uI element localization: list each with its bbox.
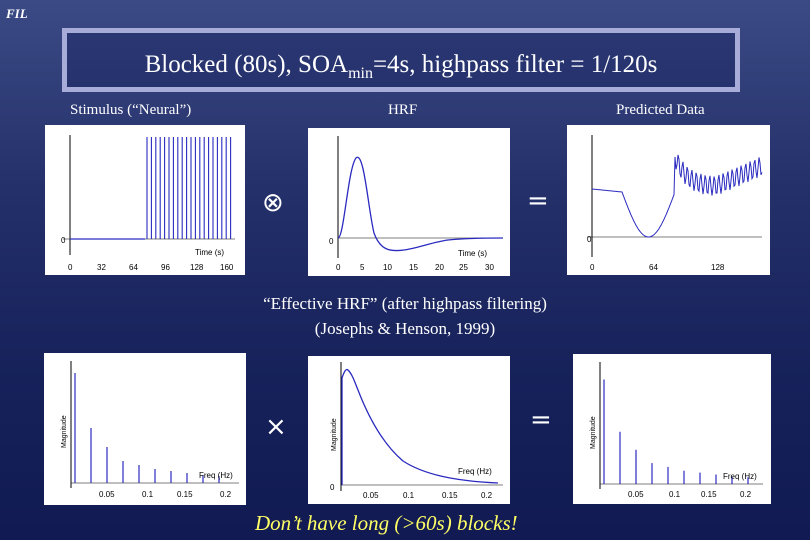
stim-spectrum-xtick: 0.15 <box>177 490 193 499</box>
stimulus-spectrum-plot: Magnitude Freq (Hz) 0.05 0.1 0.15 0.2 <box>44 353 246 505</box>
hrf-xtick: 30 <box>485 263 494 272</box>
stimulus-xlabel: Time (s) <box>195 248 224 257</box>
hrf-ytick: 0 <box>329 237 334 246</box>
predicted-ytick: 0 <box>587 235 592 244</box>
predicted-xtick: 128 <box>711 263 725 272</box>
convolve-operator: ⊗ <box>262 188 284 218</box>
hrf-xtick: 15 <box>409 263 418 272</box>
stimulus-xtick: 32 <box>97 263 106 272</box>
hrf-spectrum-ytick: 0 <box>330 483 335 492</box>
stimulus-plot: 0 Time (s) 0 32 64 96 128 160 <box>45 125 245 275</box>
predicted-label: Predicted Data <box>616 102 705 118</box>
pred-spectrum-xtick: 0.05 <box>628 490 644 499</box>
hrf-spectrum-xtick: 0.2 <box>481 491 493 500</box>
times-operator: × <box>265 412 287 442</box>
hrf-xtick: 25 <box>459 263 468 272</box>
hrf-xtick: 10 <box>383 263 392 272</box>
title-frame <box>62 28 740 92</box>
predicted-xtick: 0 <box>590 263 595 272</box>
stim-spectrum-xtick: 0.1 <box>142 490 154 499</box>
stimulus-xtick: 128 <box>190 263 204 272</box>
stimulus-xtick: 96 <box>161 263 170 272</box>
predicted-spectrum-plot: Magnitude Freq (Hz) 0.05 0.1 0.15 0.2 <box>573 354 771 504</box>
hrf-spectrum-plot: Magnitude Freq (Hz) 0 0.05 0.1 0.15 0.2 <box>308 356 510 504</box>
stim-spectrum-xtick: 0.05 <box>99 490 115 499</box>
hrf-spectrum-xtick: 0.05 <box>363 491 379 500</box>
stimulus-ytick: 0 <box>61 236 66 245</box>
predicted-plot: 0 0 64 128 <box>567 125 770 275</box>
hrf-xtick: 20 <box>435 263 444 272</box>
stimulus-xtick: 160 <box>220 263 234 272</box>
stimulus-xtick: 0 <box>68 263 73 272</box>
hrf-xtick: 0 <box>336 263 341 272</box>
citation-caption: (Josephs & Henson, 1999) <box>314 319 496 338</box>
hrf-label: HRF <box>388 102 418 118</box>
hrf-plot: 0 Time (s) 0 5 10 15 20 25 30 <box>308 128 510 276</box>
hrf-xlabel: Time (s) <box>458 249 487 258</box>
bottom-warning: Don’t have long (>60s) blocks! <box>255 511 518 535</box>
pred-spectrum-xtick: 0.15 <box>701 490 717 499</box>
equals-operator-2: = <box>530 405 552 435</box>
hrf-spectrum-xtick: 0.15 <box>442 491 458 500</box>
stimulus-label: Stimulus (“Neural”) <box>70 102 192 118</box>
pred-spectrum-ylabel: Magnitude <box>590 416 597 449</box>
stim-spectrum-ylabel: Magnitude <box>61 415 68 448</box>
stimulus-xtick: 64 <box>129 263 138 272</box>
equals-operator: = <box>527 186 549 216</box>
hrf-spectrum-xlabel: Freq (Hz) <box>458 467 492 476</box>
pred-spectrum-xtick: 0.1 <box>669 490 681 499</box>
slide-title: Blocked (80s), SOAmin=4s, highpass filte… <box>144 51 658 82</box>
hrf-xtick: 5 <box>360 263 365 272</box>
stim-spectrum-xtick: 0.2 <box>220 490 232 499</box>
effective-hrf-caption: “Effective HRF” (after highpass filterin… <box>263 294 547 313</box>
stim-spectrum-xlabel: Freq (Hz) <box>199 471 233 480</box>
fil-logo: FIL <box>6 6 28 21</box>
hrf-spectrum-xtick: 0.1 <box>403 491 415 500</box>
hrf-spectrum-ylabel: Magnitude <box>331 418 338 451</box>
pred-spectrum-xtick: 0.2 <box>740 490 752 499</box>
predicted-xtick: 64 <box>649 263 658 272</box>
pred-spectrum-xlabel: Freq (Hz) <box>723 472 757 481</box>
